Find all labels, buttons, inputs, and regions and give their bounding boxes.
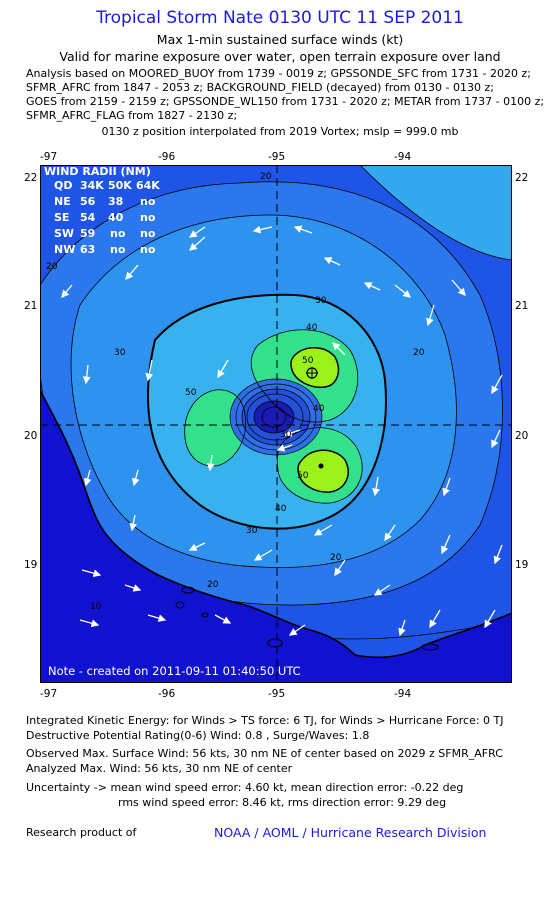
wind-radii-cell: no bbox=[140, 211, 156, 224]
contour-label: 30 bbox=[114, 348, 126, 358]
map-frame bbox=[40, 165, 512, 683]
lon-tick-top: -94 bbox=[394, 151, 412, 163]
contour-label: 20 bbox=[330, 553, 342, 563]
uncertainty-mean: Uncertainty -> mean wind speed error: 4.… bbox=[26, 781, 464, 794]
wind-radii-cell: no bbox=[110, 243, 126, 256]
lon-tick-bottom: -97 bbox=[40, 688, 58, 700]
wind-vectors bbox=[61, 225, 503, 637]
contour-fill-west bbox=[184, 389, 246, 466]
wind-radii-col: QD bbox=[54, 179, 72, 192]
dpr-line: Destructive Potential Rating(0-6) Wind: … bbox=[26, 729, 370, 742]
position-line: 0130 z position interpolated from 2019 V… bbox=[101, 125, 459, 138]
lat-tick-right: 19 bbox=[515, 559, 529, 571]
wind-field-map: 20 20 30 30 20 40 50 50 40 30 50 40 30 2… bbox=[40, 165, 512, 683]
contour-label: 40 bbox=[306, 323, 318, 333]
subtitle-variable: Max 1-min sustained surface winds (kt) bbox=[156, 32, 404, 47]
lon-tick-top: -96 bbox=[158, 151, 176, 163]
lon-tick-top: -95 bbox=[268, 151, 286, 163]
contour-label: 50 bbox=[185, 388, 197, 398]
vortex-rings bbox=[229, 378, 323, 456]
creation-timestamp: Note - created on 2011-09-11 01:40:50 UT… bbox=[48, 664, 301, 678]
storm-markers bbox=[306, 367, 324, 469]
contour-label: 10 bbox=[90, 602, 102, 612]
wind-radii-cell: no bbox=[140, 195, 156, 208]
lat-tick-left: 20 bbox=[24, 430, 38, 442]
northeast-cyan-band bbox=[360, 165, 512, 260]
lat-tick-left: 22 bbox=[24, 172, 38, 184]
research-product-label: Research product of bbox=[26, 826, 137, 839]
wind-radii-cell: SW bbox=[54, 227, 74, 240]
wind-radii-table: WIND RADII (NM) QD 34K 50K 64K NE 56 38 … bbox=[44, 165, 160, 256]
contour-label: 30 bbox=[246, 526, 258, 536]
analysis-line: GOES from 2159 - 2159 z; GPSSONDE_WL150 … bbox=[26, 95, 545, 108]
lat-tick-left: 21 bbox=[24, 300, 38, 312]
wind-radii-cell: 40 bbox=[108, 211, 124, 224]
contour-label: 20 bbox=[260, 172, 272, 182]
analyzed-max-wind: Analyzed Max. Wind: 56 kts, 30 nm NE of … bbox=[26, 762, 293, 775]
lat-tick-right: 20 bbox=[515, 430, 529, 442]
observed-max-wind: Observed Max. Surface Wind: 56 kts, 30 n… bbox=[26, 747, 503, 760]
contour-label: 30 bbox=[280, 430, 292, 440]
wind-radii-cell: no bbox=[140, 227, 156, 240]
wind-max-south bbox=[297, 449, 349, 493]
wind-radii-cell: NE bbox=[54, 195, 71, 208]
uncertainty-rms: rms wind speed error: 8.46 kt, rms direc… bbox=[118, 796, 447, 809]
analysis-line: SFMR_AFRC from 1847 - 2053 z; BACKGROUND… bbox=[26, 81, 494, 94]
lat-tick-left: 19 bbox=[24, 559, 38, 571]
wind-radii-cell: no bbox=[110, 227, 126, 240]
noaa-aoml-link[interactable]: NOAA / AOML / Hurricane Research Divisio… bbox=[214, 825, 487, 840]
analysis-line: SFMR_AFRC_FLAG from 1827 - 2130 z; bbox=[26, 109, 238, 122]
contour-value-labels: 20 20 30 30 20 40 50 50 40 30 50 40 30 2… bbox=[46, 172, 425, 612]
lon-tick-bottom: -94 bbox=[394, 688, 412, 700]
lon-tick-top: -97 bbox=[40, 151, 58, 163]
wind-radii-col: 34K bbox=[80, 179, 104, 192]
contour-label: 50 bbox=[302, 356, 314, 366]
lat-tick-right: 22 bbox=[515, 172, 529, 184]
wind-radii-cell: 56 bbox=[80, 195, 96, 208]
wind-radii-header: WIND RADII (NM) bbox=[44, 165, 151, 178]
analysis-line: Analysis based on MOORED_BUOY from 1739 … bbox=[26, 67, 531, 80]
contour-label: 30 bbox=[315, 296, 327, 306]
ike-line: Integrated Kinetic Energy: for Winds > T… bbox=[26, 714, 504, 727]
lon-tick-bottom: -95 bbox=[268, 688, 286, 700]
islands bbox=[175, 586, 439, 651]
coastline bbox=[40, 389, 512, 659]
contour-34kt bbox=[147, 293, 387, 530]
wind-max-north bbox=[290, 347, 340, 389]
page-title: Tropical Storm Nate 0130 UTC 11 SEP 2011 bbox=[96, 8, 464, 28]
wind-radii-cell: 63 bbox=[80, 243, 95, 256]
contour-label: 20 bbox=[207, 580, 219, 590]
wind-radii-cell: 54 bbox=[80, 211, 96, 224]
wind-radii-cell: no bbox=[140, 243, 156, 256]
mexico-land bbox=[40, 390, 512, 683]
wind-radii-col: 50K bbox=[108, 179, 132, 192]
wind-radii-cell: 38 bbox=[108, 195, 123, 208]
lon-tick-bottom: -96 bbox=[158, 688, 176, 700]
wind-radii-col: 64K bbox=[136, 179, 160, 192]
wind-field-svg: 20 20 30 30 20 40 50 50 40 30 50 40 30 2… bbox=[40, 165, 512, 683]
wind-radii-cell: 59 bbox=[80, 227, 95, 240]
lat-tick-right: 21 bbox=[515, 300, 529, 312]
contour-label: 40 bbox=[275, 504, 287, 514]
subtitle-exposure: Valid for marine exposure over water, op… bbox=[59, 49, 501, 64]
contour-label: 40 bbox=[313, 404, 325, 414]
contour-label: 20 bbox=[46, 262, 58, 272]
wind-radii-cell: NW bbox=[54, 243, 75, 256]
wind-radii-cell: SE bbox=[54, 211, 69, 224]
contour-label: 20 bbox=[413, 348, 425, 358]
contour-label: 50 bbox=[297, 471, 309, 481]
